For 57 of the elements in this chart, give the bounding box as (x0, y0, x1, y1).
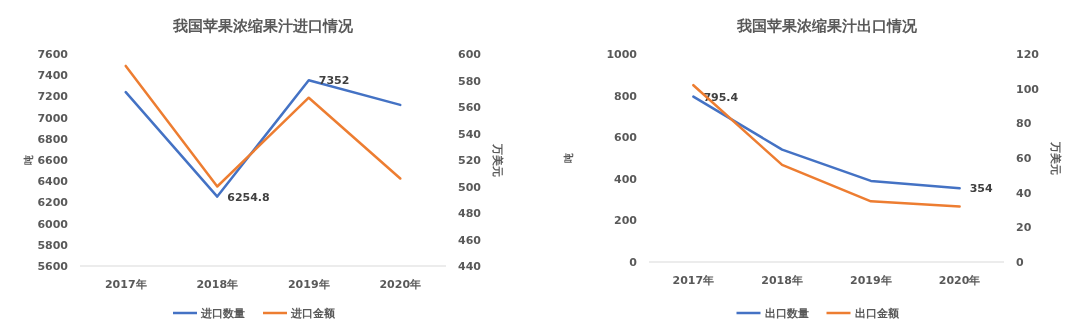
y-tick-label: 6400 (37, 175, 69, 189)
y2-tick-label: 460 (458, 233, 482, 247)
chart-title: 我国苹果浓缩果汁进口情况 (172, 17, 354, 35)
y2-tick-label: 440 (458, 260, 482, 273)
y2-tick-label: 120 (1016, 48, 1040, 61)
data-label: 6254.8 (227, 190, 270, 204)
legend-label: 出口金额 (854, 307, 900, 320)
y2-tick-label: 520 (458, 154, 482, 167)
y2-tick-label: 540 (458, 127, 482, 141)
y-tick-label: 7200 (37, 90, 69, 104)
y2-tick-label: 0 (1016, 256, 1024, 269)
legend-label: 出口数量 (764, 307, 809, 320)
line-series (692, 83, 961, 208)
y-tick-label: 5800 (37, 238, 69, 252)
y-tick-label: 200 (614, 214, 638, 228)
x-tick-label: 2017年 (104, 278, 147, 291)
y-axis-title: 吨 (23, 155, 34, 165)
x-tick-label: 2018年 (196, 278, 239, 291)
y-tick-label: 600 (614, 131, 638, 145)
y-tick-label: 6000 (37, 217, 69, 231)
y-tick-label: 5600 (37, 260, 69, 273)
y2-tick-label: 600 (458, 48, 482, 61)
y2-tick-label: 80 (1016, 117, 1032, 131)
y-tick-label: 400 (614, 172, 638, 186)
y2-axis-title: 万美元 (491, 142, 504, 177)
x-tick-label: 2019年 (287, 278, 330, 291)
y-tick-label: 1000 (606, 48, 638, 61)
y-axis-title: 吨 (563, 153, 574, 163)
y2-tick-label: 60 (1016, 152, 1032, 165)
data-label: 7352 (318, 74, 350, 88)
y2-tick-label: 480 (458, 207, 482, 220)
y-tick-label: 6800 (37, 132, 69, 146)
y2-axis-title: 万美元 (1049, 140, 1062, 175)
y2-tick-label: 100 (1016, 82, 1040, 96)
y-tick-label: 6200 (37, 196, 69, 210)
y-tick-label: 6600 (37, 154, 69, 167)
x-tick-label: 2019年 (850, 274, 892, 287)
y2-tick-label: 40 (1016, 186, 1032, 200)
y-tick-label: 800 (614, 89, 638, 103)
chart-title: 我国苹果浓缩果汁出口情况 (735, 17, 918, 35)
legend-label: 进口数量 (200, 307, 245, 320)
y-tick-label: 7400 (37, 69, 69, 83)
data-label: 354 (969, 182, 993, 196)
line-series (692, 95, 961, 190)
y-tick-label: 7600 (37, 48, 69, 61)
x-tick-label: 2017年 (672, 274, 715, 287)
x-tick-label: 2020年 (379, 278, 422, 291)
legend-label: 进口金额 (290, 307, 336, 320)
y2-tick-label: 500 (458, 180, 482, 194)
x-tick-label: 2018年 (761, 274, 803, 287)
line-series (124, 64, 402, 188)
y-tick-label: 7000 (37, 111, 69, 125)
y-tick-label: 0 (629, 256, 638, 269)
y2-tick-label: 580 (458, 74, 482, 88)
y2-tick-label: 20 (1016, 221, 1032, 235)
x-tick-label: 2020年 (938, 274, 981, 287)
y2-tick-label: 560 (458, 101, 482, 114)
